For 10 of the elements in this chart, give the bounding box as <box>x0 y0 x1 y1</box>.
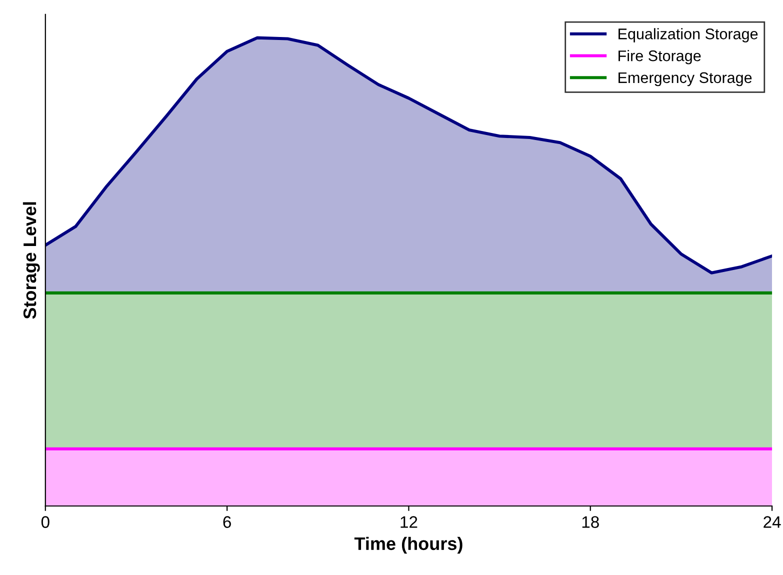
x-tick-label: 0 <box>41 516 50 528</box>
y-axis-title: Storage Level <box>22 202 40 319</box>
legend-label: Emergency Storage <box>618 72 752 86</box>
x-tick-label: 18 <box>582 516 599 528</box>
legend-label: Fire Storage <box>618 50 701 64</box>
x-tick-label: 6 <box>223 516 231 528</box>
x-axis-title: Time (hours) <box>354 536 462 554</box>
legend-label: Equalization Storage <box>618 28 758 42</box>
x-tick-label: 24 <box>764 516 781 528</box>
x-tick-label: 12 <box>400 516 418 528</box>
